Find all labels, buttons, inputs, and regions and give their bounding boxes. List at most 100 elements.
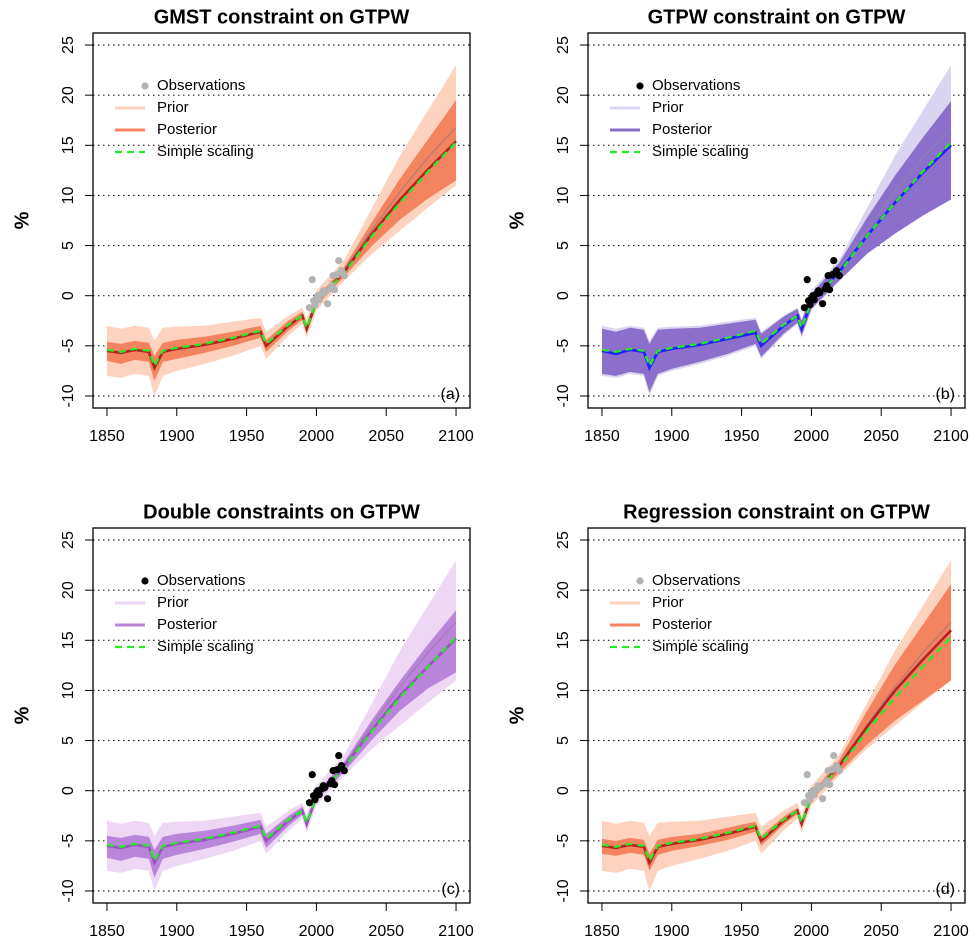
observation-point	[818, 300, 827, 308]
observation-point	[818, 795, 827, 803]
y-axis-label: %	[11, 706, 33, 724]
legend-swatch	[636, 82, 644, 90]
y-tick-label: -5	[555, 339, 572, 353]
y-tick-label: 10	[555, 186, 572, 204]
observation-point	[315, 296, 323, 304]
observation-point	[308, 771, 316, 779]
y-tick-label: -10	[60, 879, 77, 902]
observation-point	[335, 752, 343, 760]
y-axis-label: %	[506, 211, 528, 229]
y-tick-label: -5	[60, 834, 77, 848]
y-tick-label: 20	[555, 581, 572, 599]
observation-point	[806, 796, 814, 804]
uncertainty-band	[106, 100, 457, 381]
legend-swatch	[636, 577, 644, 585]
observation-point	[830, 752, 838, 760]
panel: Double constraints on GTPW% -10 -5 0 5 10 15 20…	[11, 501, 474, 940]
x-tick-label: 1900	[159, 923, 195, 940]
observation-point	[830, 257, 838, 265]
observation-point	[816, 784, 824, 792]
observation-point	[311, 301, 319, 309]
panel: GTPW constraint on GTPW% -10 -5 0 5 10 15 20 25 1…	[506, 6, 969, 445]
observation-point	[323, 300, 332, 308]
observation-point	[315, 791, 323, 799]
uncertainty-band	[601, 101, 952, 392]
observation-point	[800, 799, 809, 807]
x-tick-label: 2050	[863, 923, 899, 940]
x-tick-label: 2050	[368, 428, 404, 445]
legend-label: Observations	[157, 572, 245, 589]
legend-label: Posterior	[157, 616, 217, 633]
observation-point	[330, 781, 339, 789]
x-tick-label: 2000	[299, 923, 335, 940]
y-tick-label: 15	[555, 631, 572, 649]
panel: Regression constraint on GTPW% -10 -5 0 5 10 1…	[506, 501, 969, 940]
y-tick-label: -5	[60, 339, 77, 353]
observation-point	[803, 276, 811, 284]
panel-label: (b)	[935, 386, 955, 403]
x-tick-label: 2100	[933, 428, 969, 445]
x-tick-label: 1850	[584, 428, 620, 445]
x-tick-label: 2000	[794, 923, 830, 940]
legend-label: Observations	[652, 77, 740, 94]
x-tick-label: 1850	[89, 923, 125, 940]
plot-frame	[92, 32, 471, 409]
y-tick-label: 10	[60, 186, 77, 204]
panel-label: (a)	[440, 386, 460, 403]
x-tick-label: 1850	[584, 923, 620, 940]
observation-point	[311, 796, 319, 804]
simple-scaling-line	[106, 636, 457, 864]
x-tick-label: 1950	[724, 923, 760, 940]
x-tick-label: 2050	[863, 428, 899, 445]
legend-label: Simple scaling	[652, 638, 749, 655]
x-tick-label: 2100	[438, 923, 474, 940]
y-tick-label: 15	[555, 136, 572, 154]
observation-point	[800, 304, 809, 312]
legend-label: Simple scaling	[652, 143, 749, 160]
plot-frame	[587, 527, 966, 904]
observation-point	[803, 771, 811, 779]
y-tick-label: -10	[555, 384, 572, 407]
x-tick-label: 2000	[794, 428, 830, 445]
observation-point	[825, 781, 834, 789]
y-axis-label: %	[506, 706, 528, 724]
y-tick-label: 0	[555, 786, 572, 795]
legend-label: Observations	[652, 572, 740, 589]
legend-label: Prior	[652, 594, 684, 611]
observation-point	[335, 257, 343, 265]
y-tick-label: -10	[60, 384, 77, 407]
y-tick-label: 25	[60, 36, 77, 54]
y-tick-label: 0	[555, 291, 572, 300]
y-tick-label: 25	[60, 531, 77, 549]
observation-point	[330, 286, 339, 294]
legend-label: Simple scaling	[157, 143, 254, 160]
panel-label: (c)	[441, 881, 460, 898]
observation-point	[340, 272, 348, 280]
y-tick-label: 20	[555, 86, 572, 104]
y-tick-label: 20	[60, 581, 77, 599]
observation-point	[323, 795, 332, 803]
x-tick-label: 2100	[438, 428, 474, 445]
observation-point	[305, 304, 314, 312]
legend-label: Posterior	[652, 121, 712, 138]
legend-label: Posterior	[652, 616, 712, 633]
y-tick-label: 25	[555, 531, 572, 549]
y-tick-label: 25	[555, 36, 572, 54]
x-tick-label: 2100	[933, 923, 969, 940]
y-tick-label: 15	[60, 136, 77, 154]
observation-point	[825, 286, 834, 294]
legend-label: Posterior	[157, 121, 217, 138]
x-tick-label: 1850	[89, 428, 125, 445]
legend-swatch	[141, 577, 149, 585]
x-tick-label: 1900	[654, 923, 690, 940]
observation-point	[806, 301, 814, 309]
simple-scaling-line	[601, 636, 952, 864]
x-tick-label: 1950	[229, 923, 265, 940]
legend-label: Prior	[157, 99, 189, 116]
y-tick-label: 15	[60, 631, 77, 649]
legend-label: Observations	[157, 77, 245, 94]
observation-point	[816, 289, 824, 297]
y-tick-label: 0	[60, 291, 77, 300]
y-tick-label: 5	[555, 736, 572, 745]
